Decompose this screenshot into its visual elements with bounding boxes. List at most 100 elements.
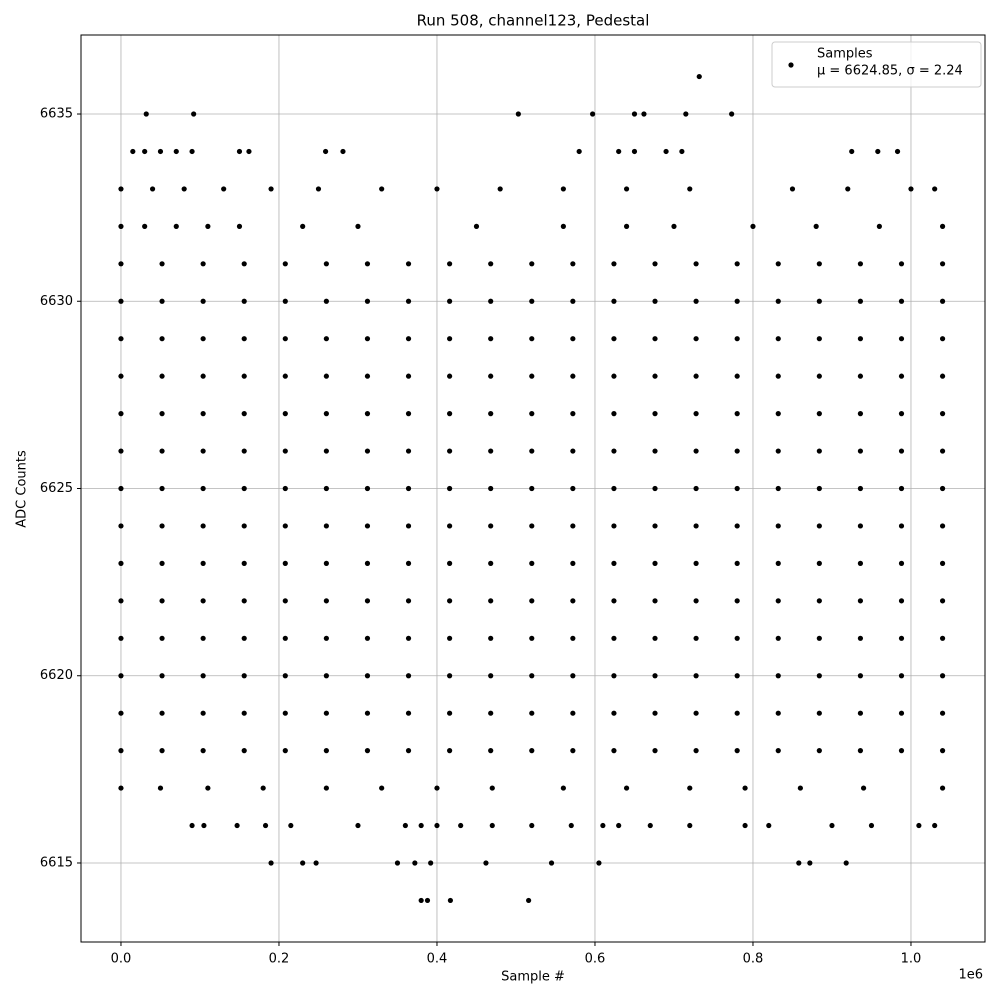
data-point [447,336,453,342]
data-point [405,523,412,529]
y-tick-label: 6615 [40,855,73,870]
data-point [857,336,864,342]
data-point [282,635,288,641]
data-point [687,186,693,192]
data-point [611,523,617,529]
data-point [159,748,165,754]
data-point [241,710,247,716]
data-point [323,298,329,304]
data-point [652,673,658,679]
x-tick-label: 0.2 [269,952,290,967]
data-point [734,261,740,267]
data-point [181,186,187,192]
data-point [775,598,781,604]
data-point [173,148,179,155]
data-point [683,111,689,117]
data-point [200,560,206,566]
data-point [797,785,803,791]
data-point [734,673,740,679]
data-point [611,373,617,379]
x-offset-label: 1e6 [958,968,983,983]
data-point [412,860,418,866]
data-point [159,261,165,267]
data-point [282,298,288,304]
data-point [548,860,555,866]
data-point [860,785,867,791]
data-point [570,710,576,716]
data-point [939,635,946,641]
data-point [576,148,582,155]
data-point [268,186,274,192]
data-point [200,635,206,641]
data-point [570,485,576,492]
data-point [323,710,329,716]
data-point [241,411,247,417]
data-point [159,448,165,454]
data-point [364,373,371,379]
data-point [623,186,630,192]
data-point [118,635,124,641]
data-point [405,261,412,267]
data-point [118,710,124,716]
data-point [200,373,206,379]
data-point [590,111,596,117]
data-point [234,822,240,829]
data-point [734,748,740,754]
data-point [364,411,371,417]
data-point [282,560,288,566]
data-point [829,822,835,829]
data-point [652,523,658,529]
data-point [434,822,440,829]
data-point [447,373,453,379]
data-point [189,822,195,829]
data-point [200,748,206,754]
data-point [570,336,576,342]
data-point [379,186,385,192]
data-point [282,411,288,417]
data-point [489,785,495,791]
data-point [766,822,772,829]
data-point [300,860,306,866]
data-point [816,485,822,492]
data-point [939,411,946,417]
data-point [488,748,494,754]
data-point [529,448,535,454]
data-point [568,822,574,829]
data-point [816,560,822,566]
data-point [693,598,699,604]
data-point [515,111,521,117]
data-point [159,598,165,604]
data-point [816,411,822,417]
x-tick-label: 0.6 [585,952,606,967]
data-point [488,673,494,679]
data-point [570,261,576,267]
data-point [323,411,329,417]
data-point [775,673,781,679]
data-point [570,411,576,417]
data-point [418,822,424,829]
data-point [600,822,606,829]
data-point [529,710,535,716]
data-point [734,560,740,566]
data-point [679,148,685,155]
data-point [939,298,946,304]
data-point [118,560,124,566]
data-point [939,523,946,529]
data-point [118,673,124,679]
data-point [200,261,206,267]
data-point [816,336,822,342]
data-point [932,822,938,829]
data-point [570,635,576,641]
data-point [497,186,503,192]
data-point [282,336,288,342]
data-point [693,373,699,379]
data-point [693,673,699,679]
data-point [130,148,136,155]
data-point [796,860,802,866]
data-point [816,598,822,604]
legend-box [771,41,982,88]
data-point [200,336,206,342]
data-point [364,298,371,304]
data-point [775,710,781,716]
data-point [857,373,864,379]
